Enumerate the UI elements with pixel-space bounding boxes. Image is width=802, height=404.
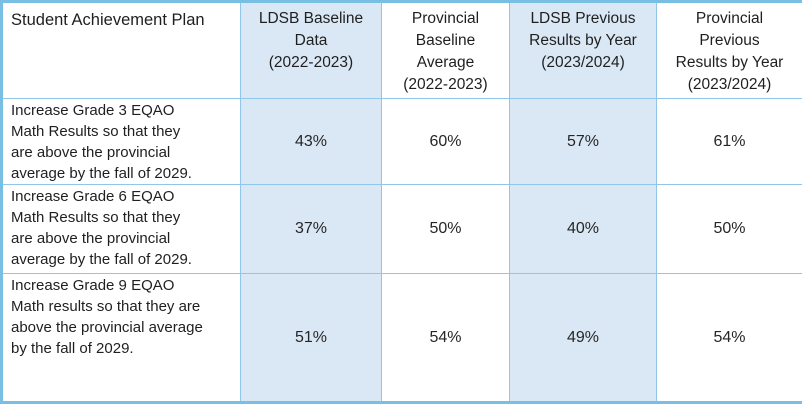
table-row-grade9: Increase Grade 9 EQAO Math results so th… [1, 273, 802, 403]
value-cell-grade9-ldsb-previous: 49% [509, 273, 657, 403]
value-cell-grade3-provincial-previous: 61% [656, 98, 802, 185]
header-student-achievement-plan: Student Achievement Plan [1, 1, 241, 99]
header-row: Student Achievement Plan LDSB Baseline D… [1, 1, 802, 99]
table-row-grade6: Increase Grade 6 EQAO Math Results so th… [1, 184, 802, 274]
value-cell-grade9-ldsb-baseline: 51% [240, 273, 382, 403]
header-provincial-previous-results: Provincial Previous Results by Year (202… [656, 1, 802, 99]
header-ldsb-baseline-data: LDSB Baseline Data (2022-2023) [240, 1, 382, 99]
value-cell-grade6-ldsb-baseline: 37% [240, 184, 382, 274]
goal-cell-grade9: Increase Grade 9 EQAO Math results so th… [1, 273, 241, 403]
header-provincial-baseline-average: Provincial Baseline Average (2022-2023) [381, 1, 510, 99]
value-cell-grade3-provincial-baseline: 60% [381, 98, 510, 185]
header-ldsb-previous-results: LDSB Previous Results by Year (2023/2024… [509, 1, 657, 99]
value-cell-grade3-ldsb-previous: 57% [509, 98, 657, 185]
table-row-grade3: Increase Grade 3 EQAO Math Results so th… [1, 98, 802, 185]
value-cell-grade9-provincial-previous: 54% [656, 273, 802, 403]
value-cell-grade6-provincial-baseline: 50% [381, 184, 510, 274]
value-cell-grade6-ldsb-previous: 40% [509, 184, 657, 274]
goal-cell-grade3: Increase Grade 3 EQAO Math Results so th… [1, 98, 241, 185]
value-cell-grade6-provincial-previous: 50% [656, 184, 802, 274]
goal-cell-grade6: Increase Grade 6 EQAO Math Results so th… [1, 184, 241, 274]
value-cell-grade9-provincial-baseline: 54% [381, 273, 510, 403]
value-cell-grade3-ldsb-baseline: 43% [240, 98, 382, 185]
